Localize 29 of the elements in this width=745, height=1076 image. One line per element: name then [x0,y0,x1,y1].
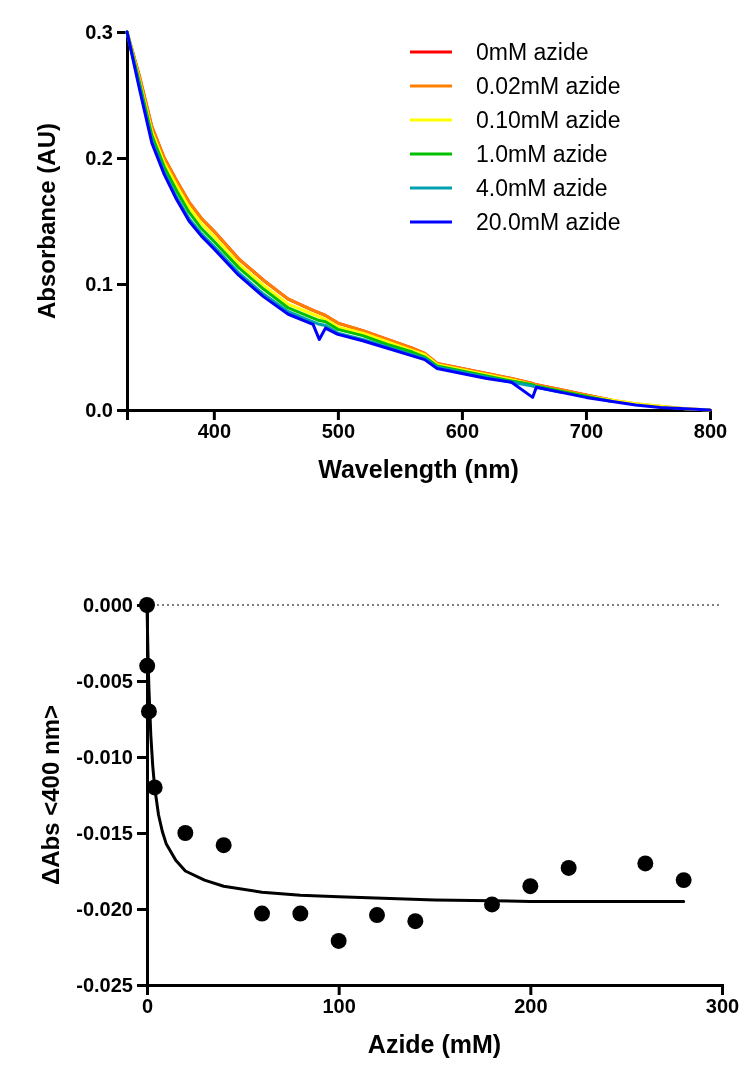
legend-label: 0.10mM azide [476,107,621,133]
x-tick-label: 700 [569,420,604,443]
y-tick-label: 0.000 [82,593,133,616]
y-tick-label: -0.005 [76,669,133,692]
x-axis-title: Azide (mM) [367,1030,502,1058]
y-tick-label: -0.015 [76,821,133,844]
x-axis-title: Wavelength (nm) [318,455,519,483]
y-tick-label: -0.010 [76,745,133,768]
x-tick-label: 0 [141,995,154,1018]
y-axis-title: Absorbance (AU) [33,122,60,320]
y-tick-label: 0.0 [85,398,113,421]
x-tick-label: 500 [321,420,356,443]
y-tick-label: -0.025 [76,973,133,996]
x-tick-label: 100 [322,995,356,1018]
legend-label: 4.0mM azide [476,175,608,201]
legend-label: 1.0mM azide [476,141,608,167]
y-tick-label: 0.3 [85,20,113,43]
y-tick-label: 0.2 [85,146,113,169]
legend-label: 0mM azide [476,39,589,65]
x-tick-label: 200 [514,995,548,1018]
x-tick-label: 400 [197,420,232,443]
y-tick-label: 0.1 [85,272,113,295]
y-tick-label: -0.020 [76,897,133,920]
y-axis-title: ΔAbs <400 nm> [37,705,64,885]
x-tick-label: 300 [705,995,740,1018]
x-tick-label: 800 [693,420,728,443]
x-tick-label: 600 [445,420,480,443]
legend-label: 0.02mM azide [476,73,621,99]
legend-label: 20.0mM azide [476,209,621,235]
